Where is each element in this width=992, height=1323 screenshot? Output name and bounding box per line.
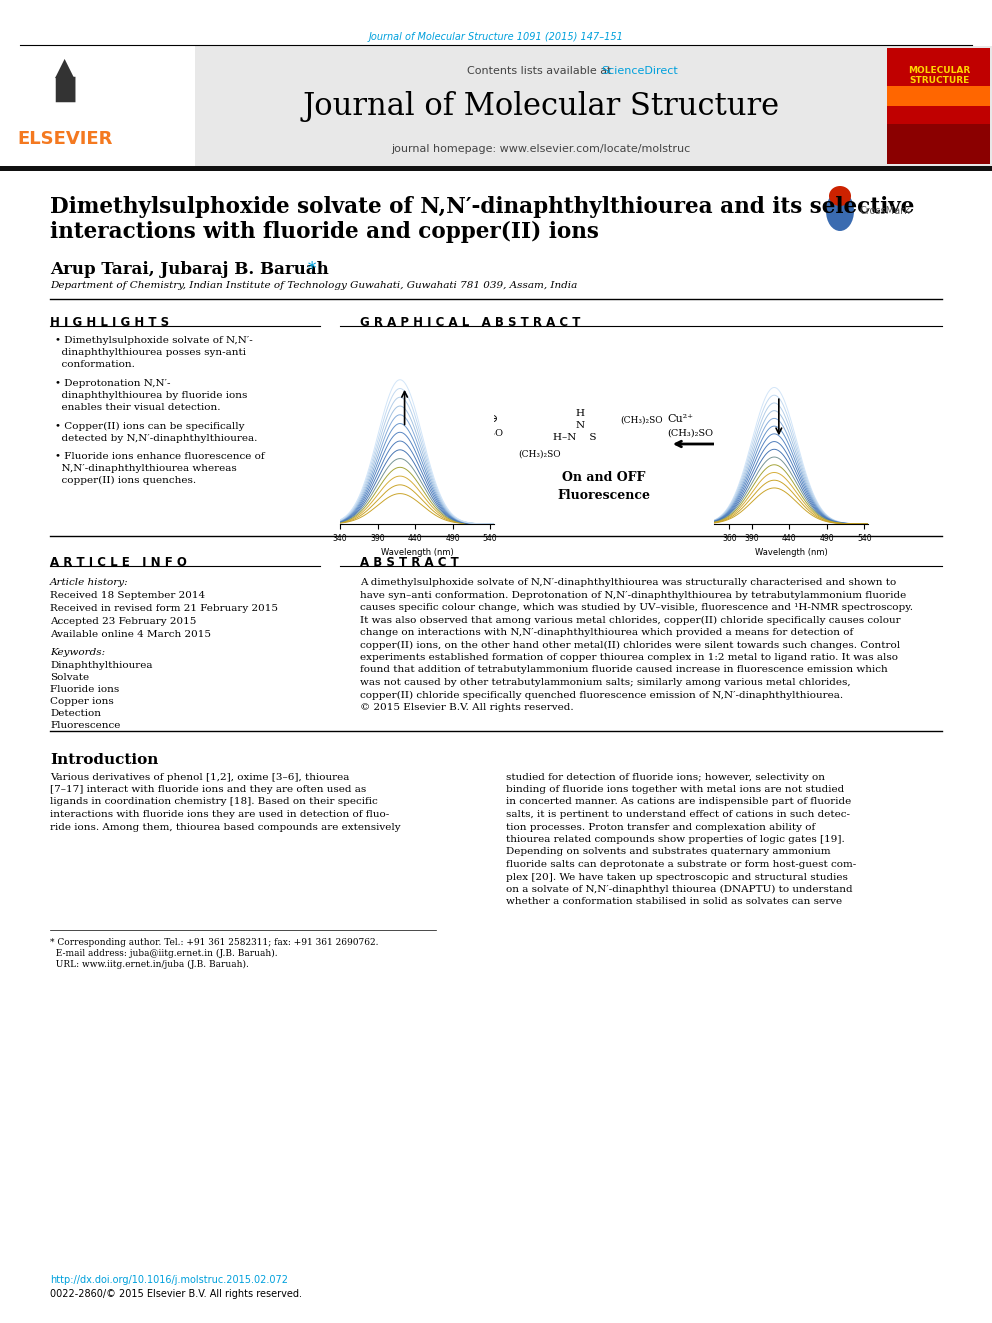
Text: It was also observed that among various metal chlorides, copper(II) chloride spe: It was also observed that among various … — [360, 615, 901, 624]
Text: was not caused by other tetrabutylammonium salts; similarly among various metal : was not caused by other tetrabutylammoni… — [360, 677, 850, 687]
Text: ScienceDirect: ScienceDirect — [601, 66, 678, 75]
Text: © 2015 Elsevier B.V. All rights reserved.: © 2015 Elsevier B.V. All rights reserved… — [360, 703, 573, 712]
Text: A R T I C L E   I N F O: A R T I C L E I N F O — [50, 556, 186, 569]
Text: ▲
█: ▲ █ — [56, 56, 74, 102]
Text: on a solvate of N,N′-dinaphthyl thiourea (DNAPTU) to understand: on a solvate of N,N′-dinaphthyl thiourea… — [506, 885, 853, 894]
Text: copper(II) ions, on the other hand other metal(II) chlorides were silent towards: copper(II) ions, on the other hand other… — [360, 640, 900, 650]
Text: fluoride salts can deprotonate a substrate or form host-guest com-: fluoride salts can deprotonate a substra… — [506, 860, 856, 869]
Text: H: H — [575, 409, 584, 418]
Text: 0022-2860/© 2015 Elsevier B.V. All rights reserved.: 0022-2860/© 2015 Elsevier B.V. All right… — [50, 1289, 302, 1299]
Text: • Dimethylsulphoxide solvate of N,N′-
  dinaphthylthiourea posses syn-anti
  con: • Dimethylsulphoxide solvate of N,N′- di… — [55, 336, 253, 369]
Text: Journal of Molecular Structure: Journal of Molecular Structure — [303, 91, 780, 122]
Text: F⊕: F⊕ — [481, 414, 499, 423]
Text: Available online 4 March 2015: Available online 4 March 2015 — [50, 630, 211, 639]
Text: Dinaphthylthiourea: Dinaphthylthiourea — [50, 662, 153, 669]
Text: thiourea related compounds show properties of logic gates [19].: thiourea related compounds show properti… — [506, 835, 845, 844]
Text: studied for detection of fluoride ions; however, selectivity on: studied for detection of fluoride ions; … — [506, 773, 825, 782]
X-axis label: Wavelength (nm): Wavelength (nm) — [381, 548, 453, 557]
Text: change on interactions with N,N′-dinaphthylthiourea which provided a means for d: change on interactions with N,N′-dinapht… — [360, 628, 853, 636]
Text: whether a conformation stabilised in solid as solvates can serve: whether a conformation stabilised in sol… — [506, 897, 842, 906]
Text: have syn–anti conformation. Deprotonation of N,N′-dinaphthylthiourea by tetrabut: have syn–anti conformation. Deprotonatio… — [360, 590, 907, 599]
Text: E-mail address: juba@iitg.ernet.in (J.B. Baruah).: E-mail address: juba@iitg.ernet.in (J.B.… — [50, 949, 278, 958]
Text: Cu²⁺: Cu²⁺ — [667, 414, 693, 423]
Text: CrossMark: CrossMark — [860, 206, 911, 216]
Bar — [887, 86, 990, 106]
Text: found that addition of tetrabutylammonium fluoride caused increase in fluorescen: found that addition of tetrabutylammoniu… — [360, 665, 888, 675]
Bar — [0, 46, 195, 165]
Text: A dimethylsulphoxide solvate of N,N′-dinaphthylthiourea was structurally charact: A dimethylsulphoxide solvate of N,N′-din… — [360, 578, 896, 587]
Text: Copper ions: Copper ions — [50, 697, 114, 706]
Text: Detection: Detection — [50, 709, 101, 718]
Bar — [0, 165, 992, 171]
Text: H–N    S: H–N S — [554, 433, 597, 442]
Text: ligands in coordination chemistry [18]. Based on their specific: ligands in coordination chemistry [18]. … — [50, 798, 378, 807]
Text: (CH₃)₂SO: (CH₃)₂SO — [519, 450, 561, 459]
Text: salts, it is pertinent to understand effect of cations in such detec-: salts, it is pertinent to understand eff… — [506, 810, 850, 819]
Text: Article history:: Article history: — [50, 578, 129, 587]
Text: Arup Tarai, Jubaraj B. Baruah: Arup Tarai, Jubaraj B. Baruah — [50, 261, 328, 278]
Text: Fluoride ions: Fluoride ions — [50, 685, 119, 695]
Text: Various derivatives of phenol [1,2], oxime [3–6], thiourea: Various derivatives of phenol [1,2], oxi… — [50, 773, 349, 782]
Ellipse shape — [826, 191, 854, 232]
Text: (CH₃)₂SO: (CH₃)₂SO — [457, 429, 503, 438]
Text: On and OFF
Fluorescence: On and OFF Fluorescence — [558, 471, 651, 501]
Text: Contents lists available at: Contents lists available at — [467, 66, 615, 75]
Bar — [0, 46, 992, 165]
Text: • Copper(II) ions can be specifically
  detected by N,N′-dinaphthylthiourea.: • Copper(II) ions can be specifically de… — [55, 422, 257, 443]
Text: tion processes. Proton transfer and complexation ability of: tion processes. Proton transfer and comp… — [506, 823, 815, 831]
Text: Depending on solvents and substrates quaternary ammonium: Depending on solvents and substrates qua… — [506, 848, 830, 856]
Text: (CH₃)₂SO: (CH₃)₂SO — [667, 429, 713, 438]
Text: Fluorescence: Fluorescence — [50, 721, 120, 730]
Text: • Fluoride ions enhance fluorescence of
  N,N′-dinaphthylthiourea whereas
  copp: • Fluoride ions enhance fluorescence of … — [55, 452, 265, 486]
Text: MOLECULAR
STRUCTURE: MOLECULAR STRUCTURE — [908, 66, 970, 86]
Text: Dimethylsulphoxide solvate of N,N′-dinaphthylthiourea and its selective: Dimethylsulphoxide solvate of N,N′-dinap… — [50, 196, 915, 218]
Text: copper(II) chloride specifically quenched fluorescence emission of N,N′-dinaphth: copper(II) chloride specifically quenche… — [360, 691, 843, 700]
Text: * Corresponding author. Tel.: +91 361 2582311; fax: +91 361 2690762.: * Corresponding author. Tel.: +91 361 25… — [50, 938, 379, 947]
Text: plex [20]. We have taken up spectroscopic and structural studies: plex [20]. We have taken up spectroscopi… — [506, 872, 848, 881]
Text: Received in revised form 21 February 2015: Received in revised form 21 February 201… — [50, 605, 278, 613]
Text: http://dx.doi.org/10.1016/j.molstruc.2015.02.072: http://dx.doi.org/10.1016/j.molstruc.201… — [50, 1275, 288, 1285]
Bar — [887, 48, 990, 164]
Text: Introduction: Introduction — [50, 753, 159, 766]
Text: Received 18 September 2014: Received 18 September 2014 — [50, 591, 205, 601]
Text: Accepted 23 February 2015: Accepted 23 February 2015 — [50, 617, 196, 626]
Text: [7–17] interact with fluoride ions and they are often used as: [7–17] interact with fluoride ions and t… — [50, 785, 366, 794]
Text: ELSEVIER: ELSEVIER — [17, 130, 113, 148]
Text: G R A P H I C A L   A B S T R A C T: G R A P H I C A L A B S T R A C T — [360, 316, 580, 329]
Text: ride ions. Among them, thiourea based compounds are extensively: ride ions. Among them, thiourea based co… — [50, 823, 401, 831]
Text: Journal of Molecular Structure 1091 (2015) 147–151: Journal of Molecular Structure 1091 (201… — [369, 32, 623, 42]
Text: in concerted manner. As cations are indispensible part of fluoride: in concerted manner. As cations are indi… — [506, 798, 851, 807]
Text: interactions with fluoride and copper(II) ions: interactions with fluoride and copper(II… — [50, 221, 599, 243]
X-axis label: Wavelength (nm): Wavelength (nm) — [755, 548, 827, 557]
Text: experiments established formation of copper thiourea complex in 1:2 metal to lig: experiments established formation of cop… — [360, 654, 898, 662]
Text: URL: www.iitg.ernet.in/juba (J.B. Baruah).: URL: www.iitg.ernet.in/juba (J.B. Baruah… — [50, 960, 249, 970]
Bar — [887, 124, 990, 164]
Text: causes specific colour change, which was studied by UV–visible, fluorescence and: causes specific colour change, which was… — [360, 603, 913, 613]
Text: Keywords:: Keywords: — [50, 648, 105, 658]
Text: *: * — [308, 261, 316, 278]
Text: journal homepage: www.elsevier.com/locate/molstruc: journal homepage: www.elsevier.com/locat… — [392, 144, 690, 153]
Text: N: N — [575, 421, 584, 430]
Text: A B S T R A C T: A B S T R A C T — [360, 556, 458, 569]
Text: interactions with fluoride ions they are used in detection of fluo-: interactions with fluoride ions they are… — [50, 810, 389, 819]
Text: • Deprotonation N,N′-
  dinaphthylthiourea by fluoride ions
  enables their visu: • Deprotonation N,N′- dinaphthylthiourea… — [55, 378, 247, 413]
Ellipse shape — [829, 187, 851, 206]
Text: H I G H L I G H T S: H I G H L I G H T S — [50, 316, 169, 329]
Text: binding of fluoride ions together with metal ions are not studied: binding of fluoride ions together with m… — [506, 785, 844, 794]
Text: Department of Chemistry, Indian Institute of Technology Guwahati, Guwahati 781 0: Department of Chemistry, Indian Institut… — [50, 280, 577, 290]
Text: (CH₃)₂SO: (CH₃)₂SO — [620, 415, 663, 425]
Text: Solvate: Solvate — [50, 673, 89, 681]
